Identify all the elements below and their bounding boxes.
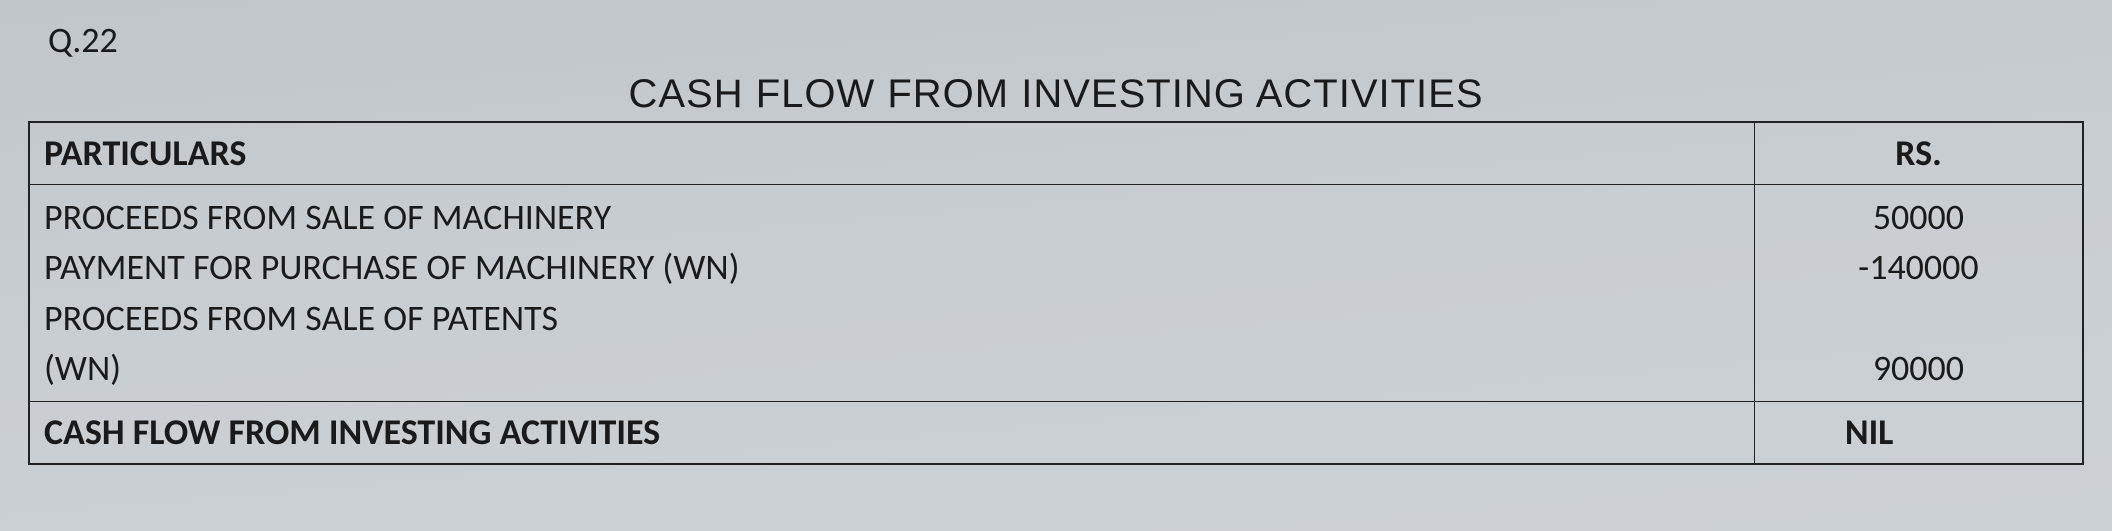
question-number: Q.22 <box>48 18 2084 62</box>
line-item: PROCEEDS FROM SALE OF MACHINERY <box>44 193 1740 242</box>
line-item: PROCEEDS FROM SALE OF PATENTS <box>44 294 1740 343</box>
line-item: (WN) <box>44 344 1740 393</box>
table-title: CASH FLOW FROM INVESTING ACTIVITIES <box>28 72 2084 117</box>
amount-value: -140000 <box>1769 243 2068 292</box>
total-label: CASH FLOW FROM INVESTING ACTIVITIES <box>29 401 1754 463</box>
amount-value: 90000 <box>1769 344 2068 393</box>
table-header-row: PARTICULARS RS. <box>29 122 2083 184</box>
body-particulars-lines: PROCEEDS FROM SALE OF MACHINERY PAYMENT … <box>44 193 1740 393</box>
table-total-row: CASH FLOW FROM INVESTING ACTIVITIES NIL <box>29 401 2083 463</box>
table-body-row: PROCEEDS FROM SALE OF MACHINERY PAYMENT … <box>29 184 2083 401</box>
header-particulars: PARTICULARS <box>29 122 1754 184</box>
line-item: PAYMENT FOR PURCHASE OF MACHINERY (WN) <box>44 243 1740 292</box>
cashflow-table: PARTICULARS RS. PROCEEDS FROM SALE OF MA… <box>28 121 2084 465</box>
amount-value: 50000 <box>1769 193 2068 242</box>
amount-value <box>1769 294 2068 343</box>
header-amount: RS. <box>1754 122 2083 184</box>
total-value: NIL <box>1754 401 2083 463</box>
body-amount-lines: 50000 -140000 90000 <box>1769 193 2068 393</box>
